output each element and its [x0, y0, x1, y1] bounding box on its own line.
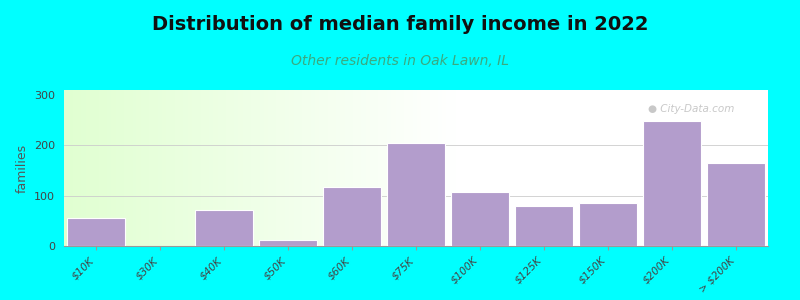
Bar — [514, 206, 574, 246]
Bar — [706, 163, 766, 246]
Text: ● City-Data.com: ● City-Data.com — [648, 104, 734, 114]
Bar — [386, 143, 446, 246]
Bar — [66, 218, 126, 246]
Bar — [642, 121, 702, 246]
Y-axis label: families: families — [15, 143, 28, 193]
Text: Distribution of median family income in 2022: Distribution of median family income in … — [152, 15, 648, 34]
Bar — [450, 192, 510, 246]
Bar — [258, 240, 318, 246]
Bar — [322, 187, 382, 246]
Text: Other residents in Oak Lawn, IL: Other residents in Oak Lawn, IL — [291, 54, 509, 68]
Bar — [578, 203, 638, 246]
Bar — [194, 210, 254, 246]
